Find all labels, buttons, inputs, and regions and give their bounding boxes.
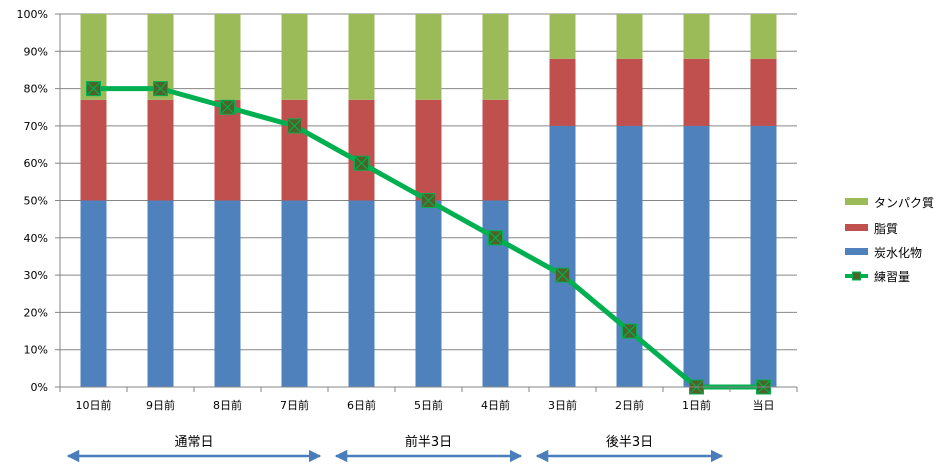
legend-label: 脂質 [874,221,898,236]
bar-segment [750,14,777,59]
y-tick-label: 100% [17,8,48,21]
line-marker-cross [221,100,234,114]
x-tick-label: 9日前 [146,398,175,412]
y-tick-label: 40% [24,232,48,245]
bar-segment [549,14,576,59]
x-tick-label: 6日前 [347,398,376,412]
phase-label: 前半3日 [405,434,452,450]
bar-segment [214,99,241,201]
bar-segment [80,99,107,201]
bar-segment [214,14,241,100]
axes: 0% 10% 20% 30% 40% 50% 60% 70% 80% 90% 100% 10日前 9日前… [17,8,798,412]
y-tick-label: 80% [24,83,48,96]
bar-segment [549,58,576,126]
bar-segment [415,14,442,100]
line-marker-cross [556,268,569,282]
x-tick-label: 1日前 [682,398,711,412]
y-tick-label: 50% [24,195,48,208]
phase-label: 通常日 [174,435,213,450]
x-tick-label: 3日前 [548,398,577,412]
bar-segment [683,14,710,59]
bar-segment [281,200,308,387]
legend-swatch [845,198,868,205]
bar-segment [281,14,308,100]
line-marker-cross [623,324,636,338]
bar-segment [482,99,509,201]
bar-segment [147,99,174,201]
line-series-group [86,81,771,395]
y-tick-label: 20% [24,306,48,319]
y-tick-label: 90% [24,45,48,58]
line-marker-cross [154,82,167,96]
x-tick-label: 5日前 [414,398,443,412]
bar-segment [348,200,375,387]
legend-label: 練習量 [874,270,910,284]
bar-segment [616,14,643,59]
bar-segment [482,200,509,387]
y-tick-label: 0% [31,381,48,394]
line-marker-cross [422,194,435,207]
x-tick-label: 2日前 [615,398,644,412]
bar-segment [348,99,375,201]
y-tick-label: 10% [24,344,48,357]
bar-segment [147,200,174,387]
phase-label: 後半3日 [606,435,653,450]
line-marker-cross [355,156,368,170]
bar-segment [750,58,777,126]
bar-segment [348,14,375,100]
legend-label: 炭水化物 [874,246,922,260]
line-marker-cross [87,82,100,96]
x-tick-label: 当日 [753,398,775,412]
bar-segment [415,99,442,201]
legend-swatch [845,224,868,231]
bar-series-group [80,14,777,388]
bar-segment [750,125,777,388]
legend-marker-swatch [852,271,861,281]
y-tick-label: 60% [24,157,48,170]
bar-segment [482,14,509,100]
line-marker-cross [288,119,301,133]
phase-annotations: 通常日 前半3日 後半3日 [66,434,724,463]
bar-segment [683,125,710,388]
x-tick-label: 8日前 [213,398,242,412]
x-tick-label: 7日前 [280,398,309,412]
bar-segment [616,58,643,126]
bar-segment [80,200,107,387]
legend-label: タンパク質 [874,195,934,210]
x-tick-label: 4日前 [481,398,510,412]
bar-segment [616,125,643,388]
bar-segment [415,200,442,387]
legend-swatch [845,248,868,255]
y-tick-label: 30% [24,269,48,282]
bar-segment [683,58,710,126]
bar-segment [549,125,576,388]
y-tick-label: 70% [24,120,48,133]
bar-segment [281,99,308,201]
x-tick-label: 10日前 [76,398,112,412]
bar-segment [214,200,241,387]
line-marker-cross [489,231,502,245]
